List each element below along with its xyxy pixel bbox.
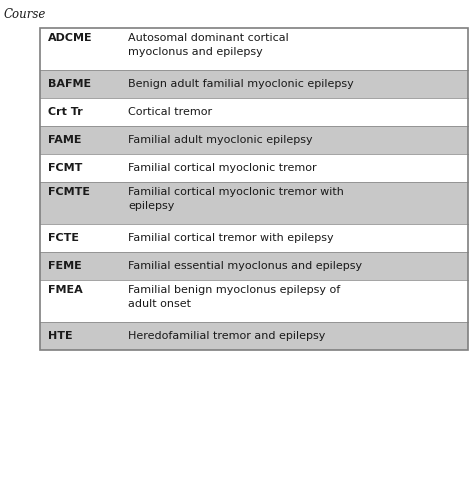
Bar <box>40 182 468 224</box>
Text: Cortical tremor: Cortical tremor <box>128 107 212 117</box>
Bar <box>40 28 468 70</box>
Text: Familial essential myoclonus and epilepsy: Familial essential myoclonus and epileps… <box>128 261 362 271</box>
Bar <box>40 70 468 98</box>
Text: ADCME: ADCME <box>48 33 92 43</box>
Text: BAFME: BAFME <box>48 79 91 89</box>
Bar <box>40 154 468 182</box>
Text: Familial cortical tremor with epilepsy: Familial cortical tremor with epilepsy <box>128 233 334 243</box>
Text: FEME: FEME <box>48 261 82 271</box>
Text: Familial benign myoclonus epilepsy of
adult onset: Familial benign myoclonus epilepsy of ad… <box>128 285 340 309</box>
Text: FCMT: FCMT <box>48 163 82 173</box>
Text: Crt Tr: Crt Tr <box>48 107 83 117</box>
Text: FAME: FAME <box>48 135 82 145</box>
Bar <box>40 98 468 126</box>
Bar <box>40 252 468 280</box>
Text: Familial cortical myoclonic tremor: Familial cortical myoclonic tremor <box>128 163 317 173</box>
Bar <box>40 322 468 350</box>
Bar <box>40 28 468 350</box>
Text: Autosomal dominant cortical
myoclonus and epilepsy: Autosomal dominant cortical myoclonus an… <box>128 33 289 57</box>
Text: FCTE: FCTE <box>48 233 79 243</box>
Text: FMEA: FMEA <box>48 285 83 295</box>
Bar <box>40 224 468 252</box>
Text: Benign adult familial myoclonic epilepsy: Benign adult familial myoclonic epilepsy <box>128 79 354 89</box>
Bar <box>40 126 468 154</box>
Text: Course: Course <box>4 8 46 21</box>
Text: FCMTE: FCMTE <box>48 187 90 197</box>
Bar <box>40 280 468 322</box>
Text: Familial cortical myoclonic tremor with
epilepsy: Familial cortical myoclonic tremor with … <box>128 187 344 211</box>
Text: HTE: HTE <box>48 331 73 341</box>
Text: Familial adult myoclonic epilepsy: Familial adult myoclonic epilepsy <box>128 135 313 145</box>
Text: Heredofamilial tremor and epilepsy: Heredofamilial tremor and epilepsy <box>128 331 325 341</box>
